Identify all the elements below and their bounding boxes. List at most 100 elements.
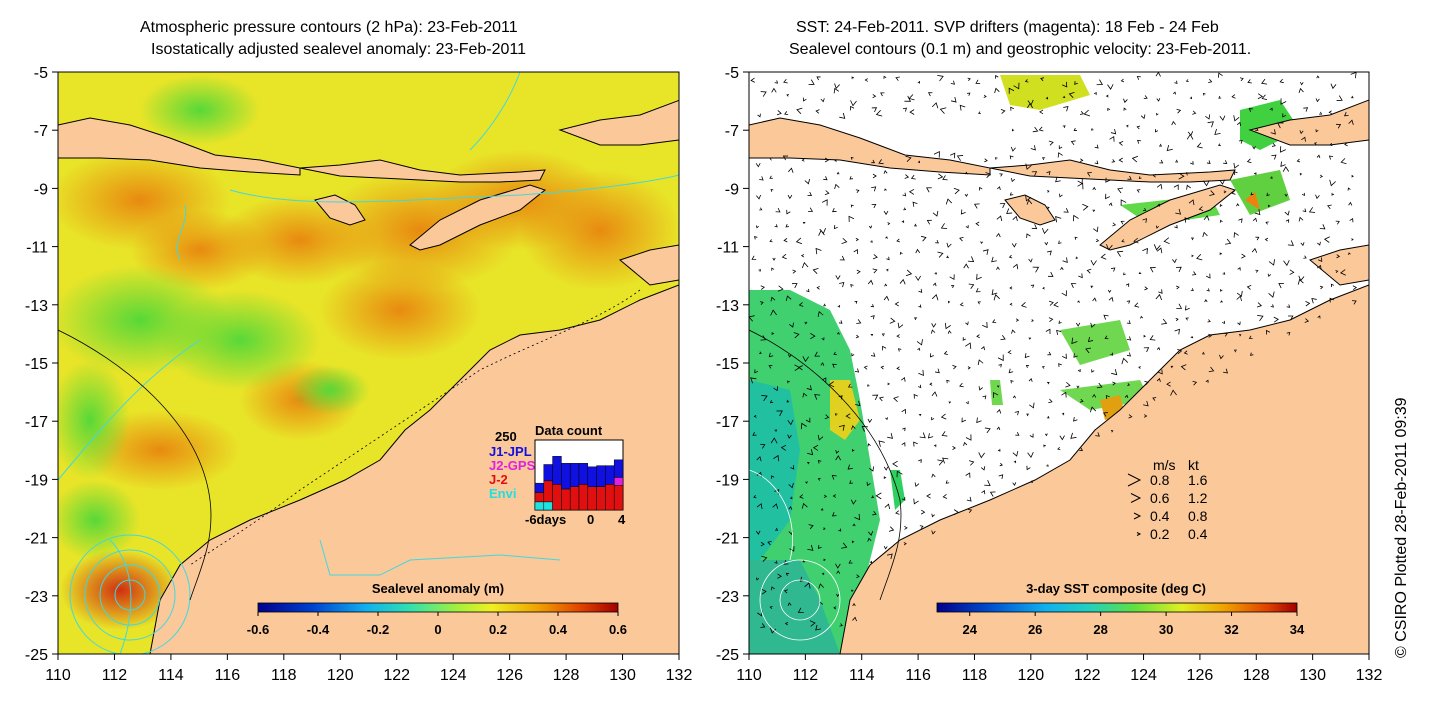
velocity-arrow [1233,162,1240,169]
velocity-arrow [1014,410,1020,416]
left-colorbar-tick-label: 0 [434,622,441,637]
velocity-arrow [1282,113,1287,118]
data-count-legend-item: J2-GPS [489,458,536,473]
velocity-arrow [1149,267,1156,273]
velocity-arrow [1110,352,1114,356]
velocity-arrow [1231,190,1236,195]
velocity-arrow [964,171,968,175]
velocity-arrow [984,480,991,486]
velocity-arrow [795,237,803,245]
velocity-arrow [1251,247,1258,253]
velocity-arrow [1254,209,1261,216]
velocity-arrow [1125,283,1130,287]
velocity-arrow [914,317,918,321]
velocity-arrow [896,238,901,243]
velocity-legend: m/s kt 0.8 1.6 0.6 1.2 0.4 0.8 0.2 0.4 [1127,457,1208,542]
velocity-arrow [759,207,763,211]
velocity-arrow [881,333,885,337]
velocity-arrow [821,572,825,576]
velocity-arrow [1126,320,1131,325]
velocity-arrow [1073,353,1078,358]
velocity-arrow [1175,208,1182,215]
velocity-arrow [777,573,782,579]
right-y-tick-label: -23 [716,589,739,606]
velocity-arrow [1303,255,1307,259]
velocity-arrow [1120,78,1125,83]
velocity-arrow [1075,256,1079,260]
velocity-arrow [919,525,924,529]
velocity-arrow [996,215,1003,222]
velocity-arrow [1186,172,1190,176]
velocity-arrow [1330,83,1337,90]
velocity-arrow [952,365,957,370]
velocity-arrow [892,460,898,468]
velocity-arrow [1246,285,1252,290]
velocity-arrow [933,150,940,158]
velocity-arrow [1152,173,1157,178]
velocity-arrow [805,417,811,423]
velocity-arrow [1317,315,1321,319]
velocity-arrow [947,330,952,334]
velocity-arrow [1173,91,1177,95]
velocity-arrow [821,337,825,341]
velocity-arrow [1030,284,1035,288]
velocity-arrow [1174,328,1180,335]
velocity-arrow [788,482,794,489]
velocity-arrow [1096,382,1103,389]
velocity-arrow [1180,364,1187,371]
velocity-arrow [856,319,862,324]
data-count-bar [605,484,615,511]
velocity-arrow [760,443,766,449]
velocity-arrow [929,353,934,358]
data-count-bar [569,486,580,511]
velocity-arrow [931,391,938,397]
velocity-arrow [1308,207,1316,213]
velocity-arrow [1236,290,1243,298]
velocity-arrow [913,498,919,505]
velocity-arrow [901,408,907,414]
velocity-arrow [1128,414,1133,419]
velocity-arrow [1012,215,1018,222]
velocity-arrow [854,300,858,304]
velocity-arrow [967,256,975,263]
velocity-arrow [754,236,758,240]
velocity-arrow [850,156,854,160]
velocity-arrow [901,377,906,382]
velocity-arrow [889,317,896,324]
data-count-bar [552,456,562,485]
right-x-tick-label: 122 [1074,667,1101,684]
velocity-arrow [771,267,775,271]
velocity-arrow [1020,301,1027,308]
velocity-legend-kt: 0.8 [1188,508,1208,524]
velocity-arrow [980,241,984,245]
velocity-arrow [1138,176,1142,180]
right-colorbar-bar [936,602,1298,613]
velocity-arrow [1032,266,1040,273]
velocity-arrow [1120,199,1127,206]
velocity-arrow [1091,369,1095,373]
velocity-arrow [1057,152,1063,158]
velocity-arrow [1136,125,1141,130]
velocity-arrow [931,513,935,518]
velocity-arrow [1103,412,1108,417]
velocity-arrow [1123,107,1127,111]
right-sealevel-contours [749,469,841,641]
velocity-arrow [967,366,971,370]
velocity-arrow [759,351,762,355]
velocity-arrow [767,540,772,546]
velocity-arrow [1288,315,1294,321]
velocity-arrow [1214,128,1221,136]
velocity-arrow [1011,177,1016,183]
velocity-arrow [823,176,828,181]
right-colorbar-label: 3-day SST composite (deg C) [1026,581,1206,596]
velocity-arrow [918,369,924,376]
velocity-arrow [798,302,804,307]
velocity-arrow [870,240,873,243]
velocity-arrow [931,417,935,421]
velocity-arrow [1217,72,1223,78]
velocity-arrow [751,255,757,260]
velocity-arrow [996,266,1000,270]
left-colorbar-tick-label: 0.6 [609,622,627,637]
velocity-arrow [847,383,853,388]
